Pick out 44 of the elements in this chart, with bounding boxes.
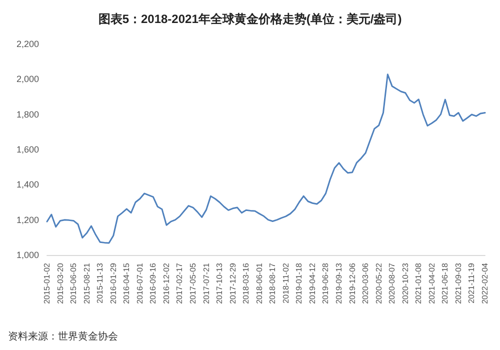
- x-tick-label: 2015-06-05: [69, 262, 78, 304]
- x-tick-label: 2019-09-13: [334, 262, 344, 304]
- x-tick-label: 2018-08-17: [268, 262, 278, 304]
- x-tick-label: 2015-08-21: [82, 262, 92, 304]
- chart-title: 图表5：2018-2021年全球黄金价格走势(单位：美元/盎司): [98, 12, 402, 26]
- text: 资料来源：世界黄金协会: [8, 330, 118, 342]
- x-tick-label: 2020-10-23: [400, 262, 410, 304]
- x-tick-label: 2019-04-12: [308, 262, 317, 304]
- y-tick-label: 1,000: [16, 250, 39, 260]
- x-tick-label: 2015-01-02: [42, 262, 52, 304]
- x-tick-label: 2021-11-19: [467, 262, 476, 304]
- x-tick-label: 2017-12-29: [228, 262, 238, 304]
- x-tick-label: 2022-02-04: [480, 262, 490, 304]
- x-tick-label: 2017-10-13: [215, 262, 224, 304]
- x-tick-label: 2016-04-15: [122, 262, 132, 304]
- x-tick-label: 2017-02-17: [175, 262, 184, 304]
- x-tick-label: 2021-06-18: [440, 262, 450, 304]
- y-tick-label: 1,200: [16, 214, 39, 225]
- y-tick-label: 1,400: [16, 180, 39, 190]
- x-tick-label: 2021-01-08: [414, 262, 424, 304]
- y-tick-label: 2,200: [16, 39, 39, 49]
- y-tick-label: 2,000: [16, 74, 39, 84]
- x-tick-label: 2020-05-22: [374, 262, 384, 304]
- x-tick-label: 2019-01-18: [294, 262, 304, 304]
- x-tick-label: 2018-06-01: [254, 262, 264, 304]
- x-tick-label: 2016-09-16: [148, 262, 158, 304]
- x-tick-label: 2015-03-20: [56, 262, 65, 304]
- x-tick-label: 2016-07-01: [135, 262, 144, 304]
- x-tick-label: 2015-11-13: [96, 262, 105, 304]
- x-tick-label: 2018-11-02: [281, 262, 290, 304]
- x-tick-label: 2019-12-06: [348, 262, 357, 304]
- x-tick-label: 2021-09-03: [454, 262, 463, 304]
- x-tick-label: 2016-01-29: [108, 262, 118, 304]
- y-tick-label: 1,600: [16, 144, 39, 154]
- x-tick-label: 2019-06-28: [321, 262, 330, 304]
- x-tick-label: 2018-03-16: [242, 262, 251, 304]
- x-tick-label: 2020-08-07: [388, 262, 397, 304]
- x-tick-label: 2021-04-02: [427, 262, 436, 304]
- x-tick-label: 2016-12-02: [162, 262, 171, 304]
- x-tick-label: 2017-05-05: [188, 262, 198, 304]
- x-tick-label: 2020-03-06: [361, 262, 370, 304]
- y-tick-label: 1,800: [16, 109, 39, 120]
- line-series: [46, 74, 486, 244]
- x-tick-label: 2017-07-21: [202, 262, 211, 304]
